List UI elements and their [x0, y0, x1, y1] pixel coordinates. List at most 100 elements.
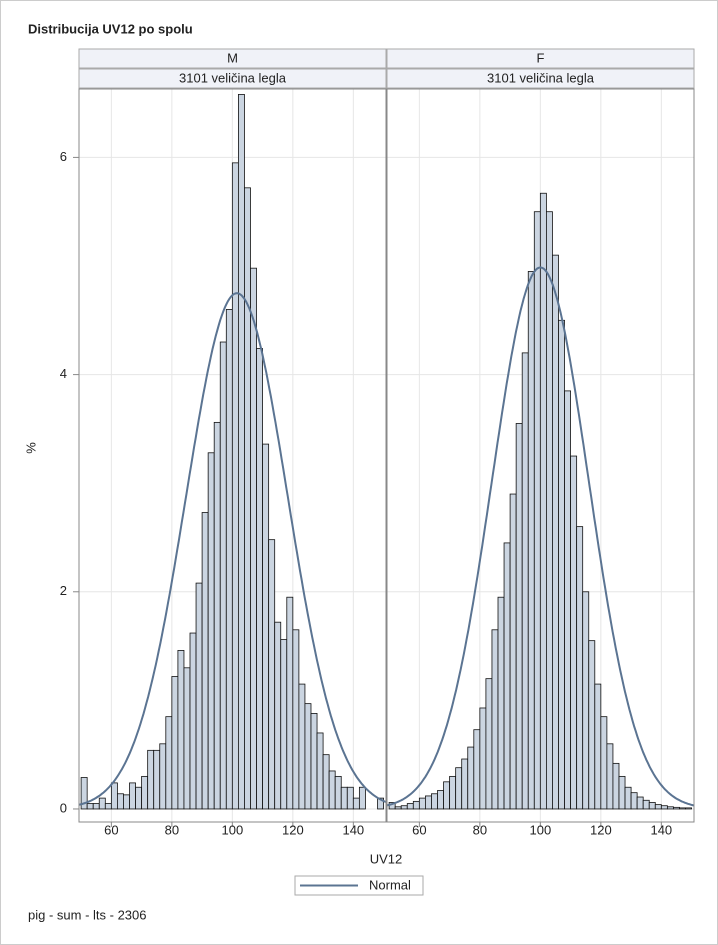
bar	[533, 211, 541, 810]
bar	[310, 713, 318, 810]
bar	[455, 767, 463, 810]
bar	[358, 786, 366, 810]
chart-title: Distribucija UV12 po spolu	[28, 21, 193, 36]
bar	[352, 797, 360, 810]
bar	[104, 803, 112, 810]
panel-subheader	[78, 68, 387, 89]
bar	[521, 352, 529, 810]
bar	[418, 797, 426, 810]
bar	[400, 805, 408, 810]
bar	[654, 804, 662, 810]
bar	[207, 452, 215, 810]
bar	[123, 794, 130, 810]
panel-name: M	[227, 50, 238, 65]
bar	[189, 632, 197, 810]
bar	[304, 703, 312, 810]
footnote: pig - sum - lts - 2306	[28, 907, 147, 922]
bar	[110, 782, 118, 810]
bar	[346, 786, 354, 810]
bar	[558, 319, 565, 810]
bar	[449, 775, 457, 810]
bar	[86, 803, 94, 810]
x-tick-label: 60	[412, 822, 426, 837]
bar	[685, 807, 692, 810]
bar	[576, 526, 584, 810]
normal-curve	[78, 292, 387, 806]
panel-frame	[78, 88, 387, 823]
bar	[479, 707, 487, 810]
panel-header	[386, 48, 695, 69]
bar	[135, 786, 143, 810]
bar	[467, 746, 475, 810]
bar	[570, 455, 578, 810]
bar	[600, 716, 608, 810]
bar	[286, 596, 294, 810]
bar	[612, 762, 620, 810]
bar	[322, 754, 330, 810]
bar	[431, 793, 438, 810]
bar	[394, 806, 402, 810]
bar	[262, 443, 270, 810]
bar	[539, 192, 547, 810]
bar	[129, 782, 136, 810]
bar	[491, 629, 499, 810]
bar	[473, 729, 481, 810]
bar	[588, 640, 596, 810]
bar	[503, 542, 511, 810]
bar	[117, 793, 124, 810]
bar	[219, 341, 227, 810]
panel-header	[78, 48, 387, 69]
bar	[244, 187, 251, 810]
bar	[594, 683, 602, 810]
bar	[552, 254, 559, 810]
bar	[201, 512, 209, 810]
bar	[183, 667, 191, 810]
bar	[177, 650, 185, 810]
x-tick-label: 140	[650, 822, 672, 837]
bar	[606, 743, 614, 810]
bar	[340, 786, 348, 810]
x-tick-label: 120	[590, 822, 612, 837]
y-tick-label: 4	[60, 366, 67, 381]
legend-label: Normal	[369, 877, 411, 892]
bar	[461, 758, 469, 810]
bar	[673, 806, 680, 810]
bar	[377, 797, 384, 810]
bar	[648, 802, 656, 810]
bar	[497, 596, 505, 810]
bar	[624, 786, 632, 810]
bar	[582, 591, 590, 810]
panel-subheader	[386, 68, 695, 89]
bar	[213, 421, 221, 810]
bar	[515, 423, 523, 810]
bar	[292, 629, 300, 810]
bar	[153, 749, 161, 810]
bar	[80, 777, 88, 810]
bar	[280, 639, 288, 810]
x-tick-label: 60	[104, 822, 118, 837]
y-axis-label: %	[23, 442, 38, 454]
bar	[225, 309, 233, 810]
normal-curve	[386, 266, 695, 807]
bar	[141, 775, 149, 810]
panel-subtitle: 3101 veličina legla	[487, 70, 595, 85]
bar	[316, 732, 324, 810]
bar	[328, 770, 336, 810]
bar	[406, 803, 414, 810]
bar	[642, 799, 650, 810]
bar	[564, 390, 571, 810]
bar	[171, 676, 179, 810]
bar	[165, 716, 173, 810]
bar	[268, 539, 276, 810]
x-tick-label: 100	[529, 822, 551, 837]
bar	[334, 775, 342, 810]
bar	[237, 94, 245, 810]
panel-subtitle: 3101 veličina legla	[179, 70, 287, 85]
bar	[250, 267, 257, 810]
legend-box	[294, 875, 424, 896]
y-tick-label: 0	[60, 800, 67, 815]
panel-name: F	[537, 50, 545, 65]
bar	[636, 796, 644, 810]
bar	[274, 621, 282, 810]
